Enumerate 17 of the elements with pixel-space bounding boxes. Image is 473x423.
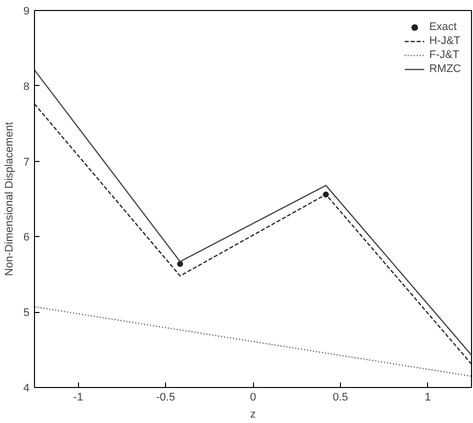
y-tick-label: 6 — [23, 232, 30, 244]
x-tick-label: 1 — [424, 392, 431, 404]
y-tick-label: 9 — [23, 6, 30, 18]
x-tick-label: 0 — [250, 392, 256, 404]
y-tick-label: 8 — [23, 80, 30, 93]
legend-label: H-J&T — [429, 35, 460, 47]
y-axis-title: Non-Dimensional Displacement — [3, 122, 16, 276]
legend-label: Exact — [429, 21, 457, 33]
y-tick-label: 5 — [23, 307, 30, 320]
x-axis-title: z — [250, 408, 256, 420]
legend-label: F-J&T — [429, 49, 460, 61]
y-tick-label: 7 — [23, 156, 30, 168]
x-tick-label: -1 — [73, 392, 84, 404]
y-tick-label: 4 — [23, 382, 30, 394]
legend-label: RMZC — [429, 63, 461, 75]
x-tick-label: -0.5 — [156, 392, 176, 404]
x-tick-label: 0.5 — [332, 392, 348, 404]
